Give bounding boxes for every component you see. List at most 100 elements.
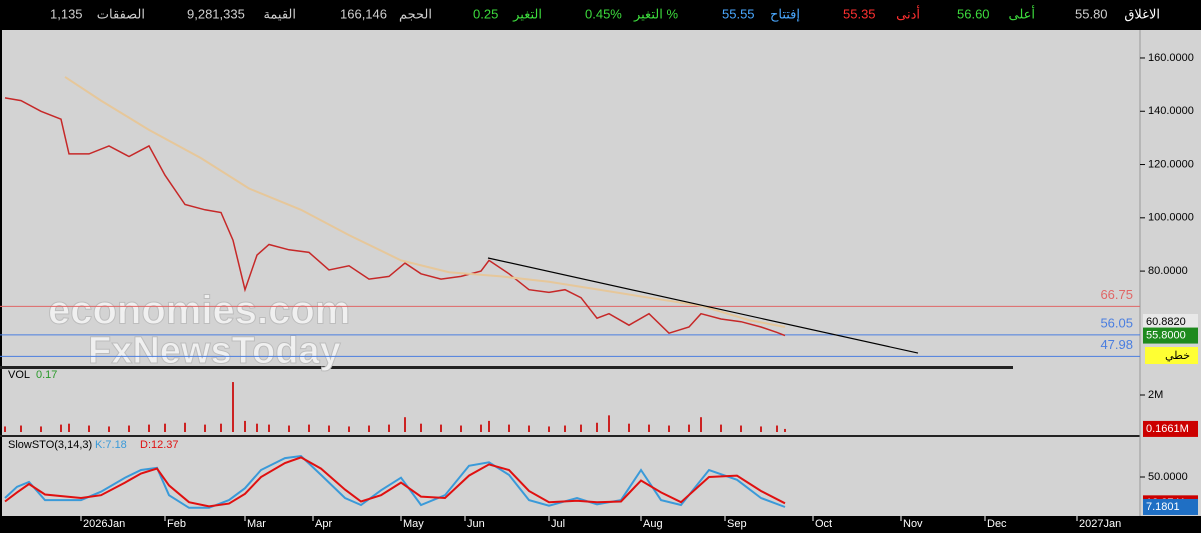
volume-bar — [460, 425, 462, 432]
style-tag-label: خطي — [1165, 350, 1190, 362]
price-tag-label: 60.8820 — [1146, 316, 1186, 328]
volume-bar — [256, 423, 258, 432]
volume-bar — [420, 423, 422, 432]
volume-bar — [40, 426, 42, 432]
header-label: الصفقات — [97, 6, 145, 21]
legend-entry: D:12.37 — [140, 439, 179, 451]
volume-bar — [760, 426, 762, 432]
volume-bar — [108, 426, 110, 432]
volume-bar — [440, 424, 442, 432]
header-label: أدنى — [896, 5, 920, 21]
y-tick-label: 120.0000 — [1148, 158, 1194, 170]
volume-bar — [508, 424, 510, 432]
volume-bar — [784, 428, 786, 432]
header-value: 0.25 — [473, 6, 498, 21]
volume-bar — [4, 426, 6, 432]
level-label: 47.98 — [1100, 337, 1133, 352]
x-tick-label: 2026Jan — [83, 518, 125, 530]
price-tag — [1143, 327, 1198, 344]
panel-separator — [0, 366, 1013, 369]
panel-name: SlowSTO(3,14,3) — [8, 439, 92, 451]
y-tick-label: 50.0000 — [1148, 471, 1188, 483]
y-tick-label: 100.0000 — [1148, 212, 1194, 224]
x-tick-label: Dec — [987, 518, 1007, 530]
price-tag-label: 7.1801 — [1146, 501, 1180, 513]
volume-bar — [68, 423, 70, 432]
volume-bar — [220, 423, 222, 432]
header-value: 55.35 — [843, 6, 876, 21]
volume-bar — [268, 424, 270, 432]
volume-bar — [204, 424, 206, 432]
volume-bar — [740, 425, 742, 432]
volume-bar — [128, 425, 130, 432]
volume-bar — [368, 425, 370, 432]
level-label: 56.05 — [1100, 315, 1133, 330]
watermark: FxNewsToday — [88, 330, 341, 372]
level-label: 66.75 — [1100, 287, 1133, 302]
y-tick-label: 160.0000 — [1148, 52, 1194, 64]
panel-separator — [0, 435, 1140, 437]
watermark: economies.com — [48, 289, 350, 333]
volume-bar — [700, 417, 702, 432]
volume-bar — [60, 424, 62, 432]
volume-bar — [776, 425, 778, 432]
volume-bar — [164, 423, 166, 432]
volume-bar — [348, 426, 350, 432]
volume-bar — [232, 382, 234, 432]
header-value: 55.55 — [722, 6, 755, 21]
volume-bar — [548, 426, 550, 432]
series-line — [64, 76, 786, 328]
x-tick-label: Apr — [315, 518, 332, 530]
x-tick-label: Sep — [727, 518, 747, 530]
volume-bar — [488, 420, 490, 432]
volume-bar — [148, 424, 150, 432]
header-value: 55.80 — [1075, 6, 1108, 21]
x-tick-label: Feb — [167, 518, 186, 530]
volume-bar — [564, 425, 566, 432]
series-line — [4, 456, 786, 508]
x-tick-label: Nov — [903, 518, 923, 530]
price-tag — [1143, 420, 1198, 437]
y-tick-label: 80.0000 — [1148, 265, 1188, 277]
volume-bar — [88, 425, 90, 432]
x-tick-label: Jul — [551, 518, 565, 530]
header-label: التغير % — [633, 6, 678, 22]
volume-bar — [628, 423, 630, 432]
chart-background — [0, 30, 1201, 516]
header-label: إفتتاح — [770, 6, 800, 22]
header-label: أعلى — [1008, 5, 1035, 21]
header-label: القيمة — [263, 6, 296, 21]
header-value: 0.45% — [585, 6, 622, 21]
panel-name: VOL — [8, 369, 30, 381]
x-tick-label: Aug — [643, 518, 663, 530]
volume-bar — [480, 424, 482, 432]
series-line — [4, 97, 786, 337]
header-value: 166,146 — [340, 6, 387, 21]
header-label: الاغلاق — [1124, 6, 1160, 21]
header-value: 56.60 — [957, 6, 990, 21]
price-tag-label: 55.8000 — [1146, 329, 1186, 341]
header-bar — [0, 0, 1201, 30]
x-tick-label: May — [403, 518, 424, 530]
volume-bar — [20, 425, 22, 432]
volume-bar — [596, 422, 598, 432]
volume-bar — [388, 424, 390, 432]
volume-bar — [688, 424, 690, 432]
volume-bar — [528, 425, 530, 432]
x-tick-label: Oct — [815, 518, 832, 530]
series-line — [4, 454, 786, 509]
legend-entry: K:7.18 — [95, 439, 127, 451]
volume-bar — [580, 424, 582, 432]
header-value: 1,135 — [50, 6, 83, 21]
price-tag — [1143, 498, 1198, 515]
x-tick-label: Mar — [247, 518, 266, 530]
trend-line — [487, 257, 919, 354]
volume-bar — [328, 425, 330, 432]
header-label: الحجم — [399, 6, 432, 22]
price-tag-label: 0.1661M — [1146, 423, 1189, 435]
volume-bar — [404, 417, 406, 432]
y-tick-label: 140.0000 — [1148, 105, 1194, 117]
x-tick-label: Jun — [467, 518, 485, 530]
volume-bar — [668, 425, 670, 432]
